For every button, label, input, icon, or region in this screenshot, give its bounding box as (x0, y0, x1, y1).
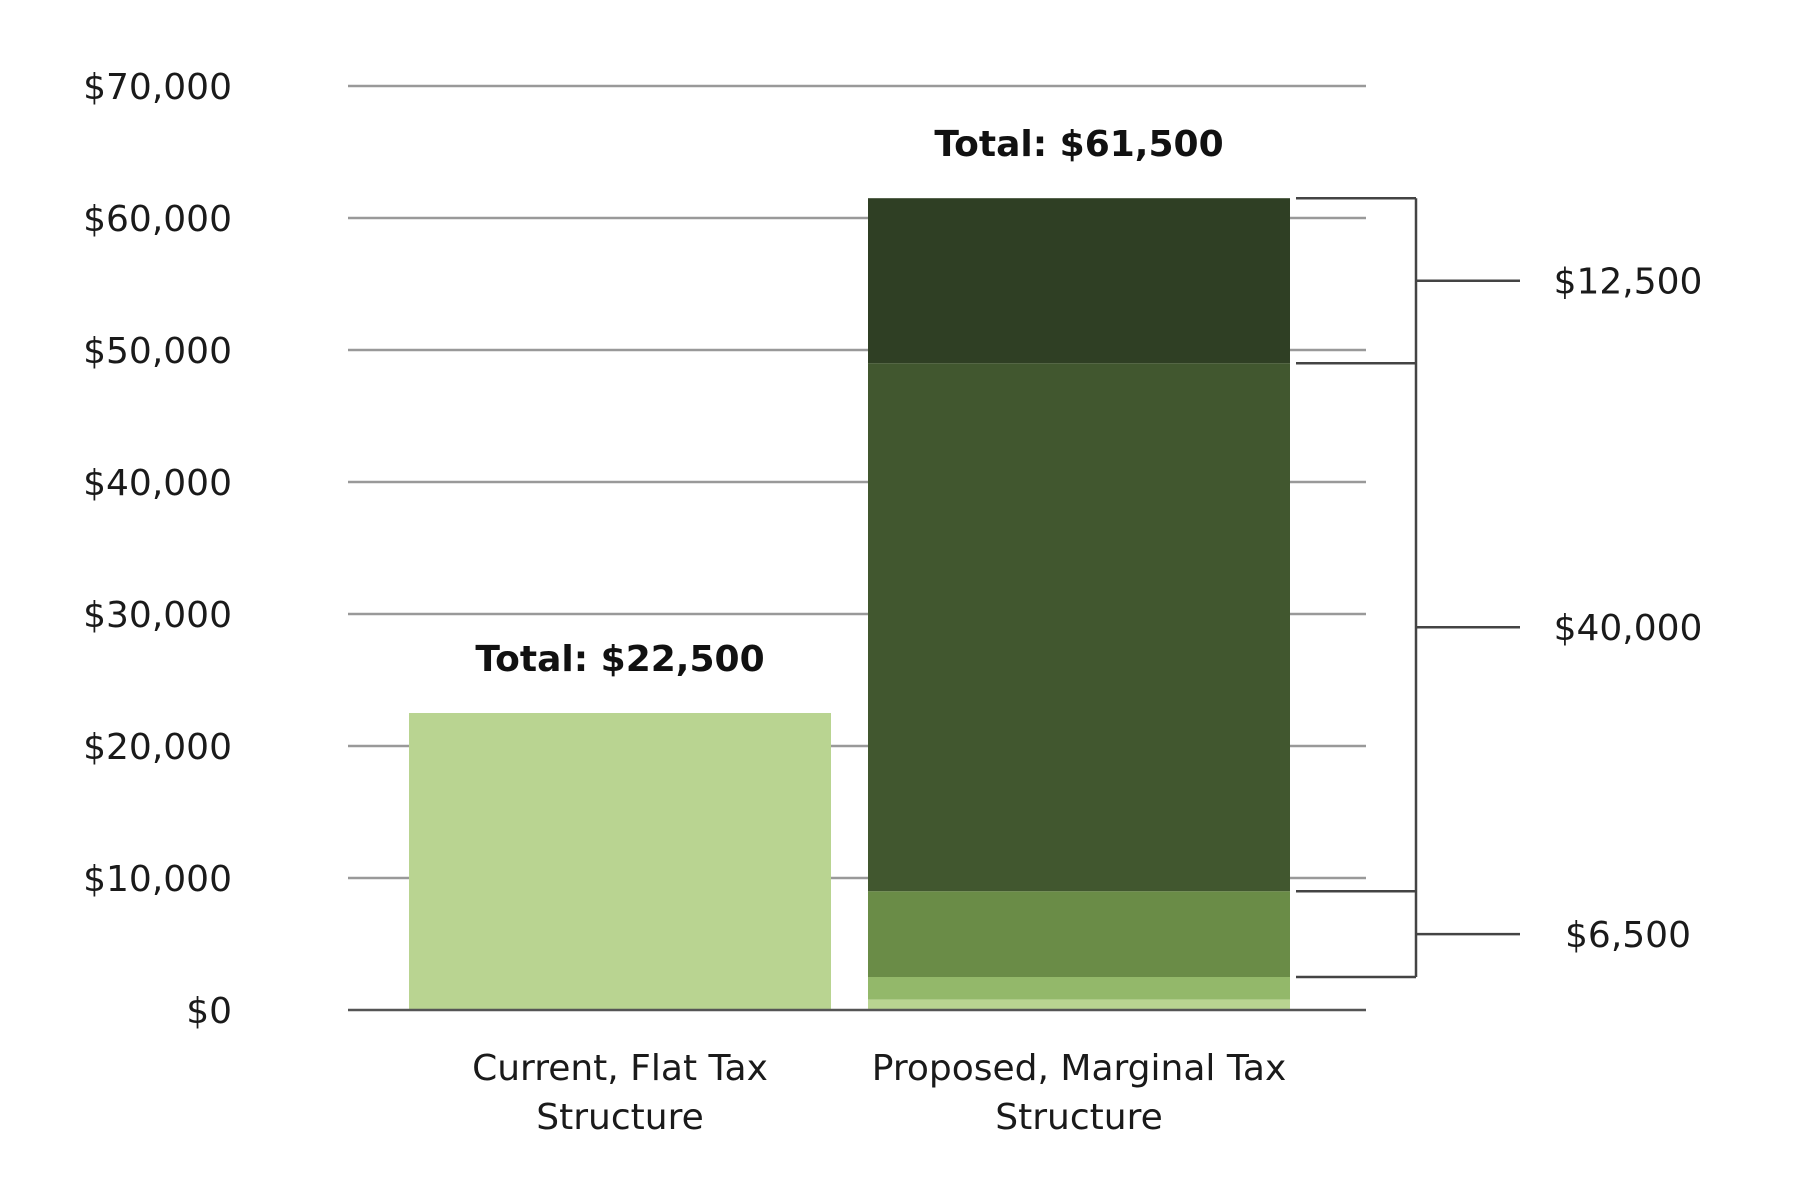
y-tick-label: $60,000 (83, 199, 232, 240)
labels: Total: $22,500 Current, Flat Tax Structure… (472, 124, 1286, 1138)
y-tick-label: $10,000 (83, 859, 232, 900)
x-category-label: Proposed, Marginal Tax (872, 1048, 1287, 1089)
bar-segment (868, 977, 1290, 1000)
bars (409, 198, 1290, 1010)
bar-segment (868, 999, 1290, 1010)
x-category-label: Current, Flat Tax (472, 1048, 768, 1089)
y-tick-label: $0 (186, 991, 232, 1032)
y-tick-label: $70,000 (83, 67, 232, 108)
bracket-value-label: $6,500 (1565, 915, 1691, 956)
bracket-value-label: $12,500 (1554, 262, 1703, 303)
y-tick-label: $40,000 (83, 463, 232, 504)
brackets: $12,500 $40,000 $6,500 (1296, 196, 1703, 979)
bar-total-label: Total: $22,500 (475, 639, 764, 680)
bar-segment (868, 363, 1290, 892)
bar-segment (868, 198, 1290, 364)
x-category-label: Structure (536, 1097, 703, 1138)
bar-segment (409, 713, 831, 1010)
bracket-value-label: $40,000 (1554, 608, 1703, 649)
x-category-label: Structure (995, 1097, 1162, 1138)
bar-segment (868, 891, 1290, 977)
y-tick-label: $50,000 (83, 331, 232, 372)
y-tick-label: $30,000 (83, 595, 232, 636)
y-axis: $0 $10,000 $20,000 $30,000 $40,000 $50,000 $60… (83, 67, 1366, 1032)
y-tick-label: $20,000 (83, 727, 232, 768)
bar-total-label: Total: $61,500 (934, 124, 1223, 165)
